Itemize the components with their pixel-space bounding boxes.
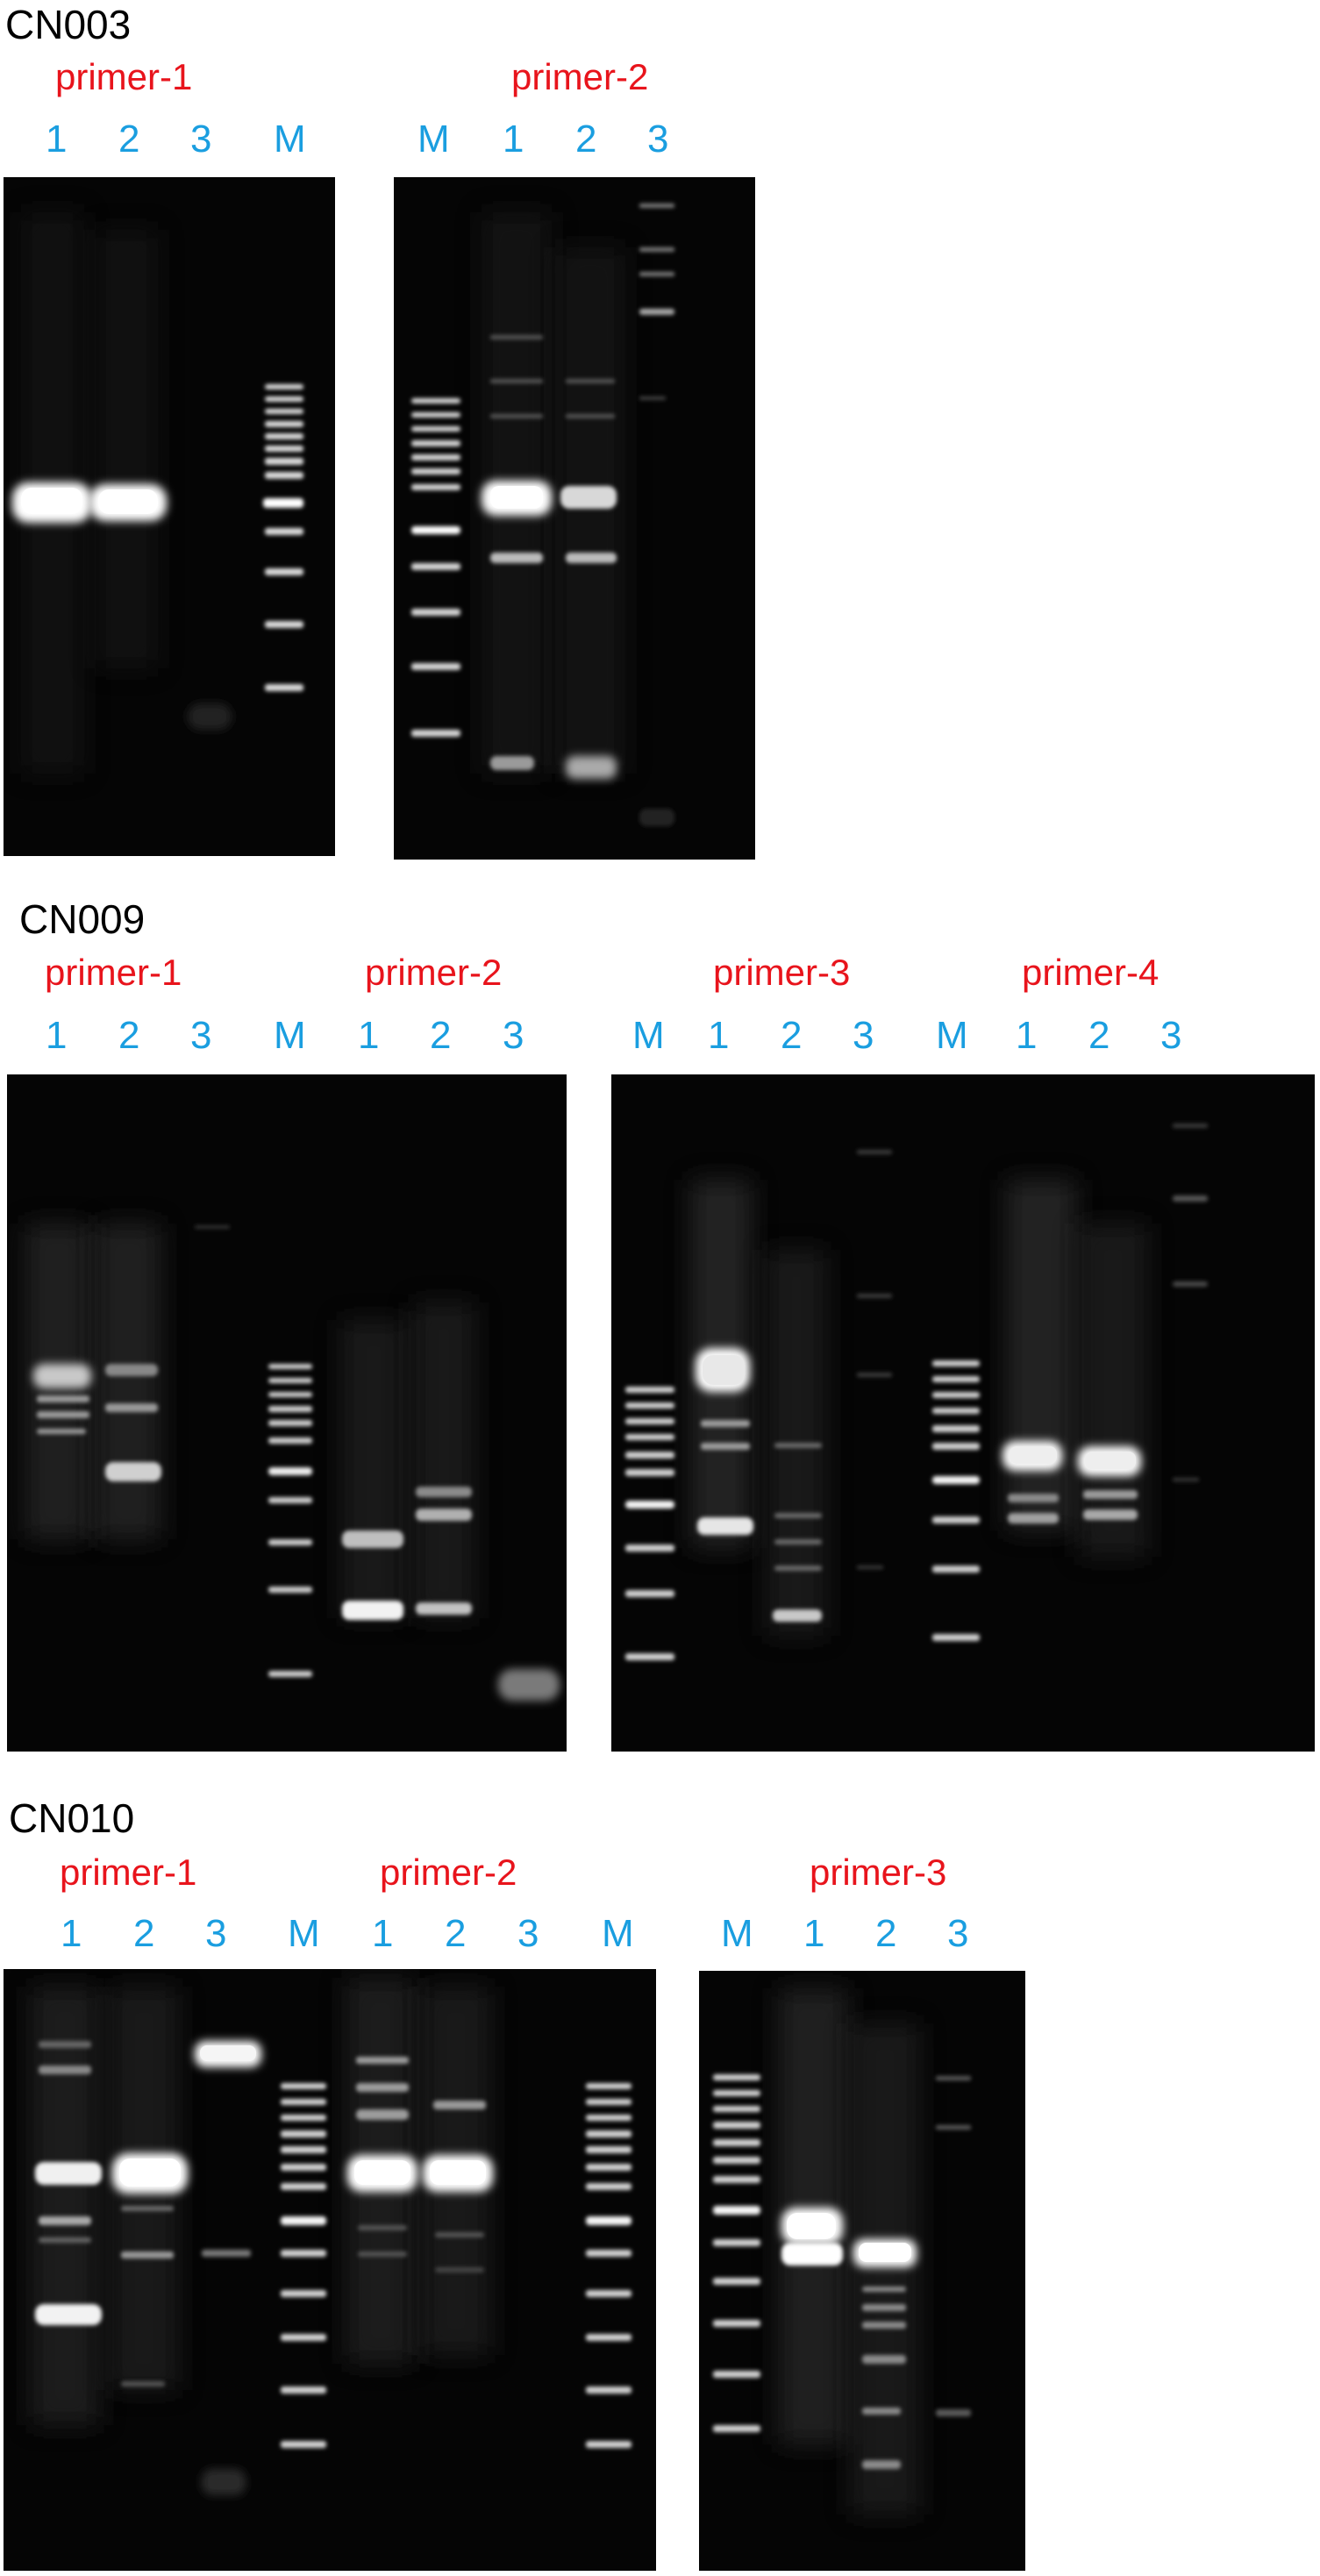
primer-label: primer-2 [380,1852,517,1893]
lane-label: 3 [947,1912,969,1955]
lane-label: 2 [575,118,597,161]
lane-label: M [417,118,450,161]
lane-label: M [288,1912,320,1955]
lane-label: 1 [46,118,68,161]
lane-label: 2 [875,1912,897,1955]
lane-label: 1 [46,1014,68,1057]
gel-image-cn003-primer-2 [394,177,755,860]
lane-label: 1 [503,118,524,161]
lane-label: 1 [1016,1014,1038,1057]
lane-label: 3 [503,1014,524,1057]
lane-label: 3 [205,1912,227,1955]
gel-image-cn010-primer-3 [699,1971,1025,2571]
lane-label: 3 [190,1014,212,1057]
lane-label: 2 [781,1014,803,1057]
lane-label: 1 [708,1014,730,1057]
lane-label: M [602,1912,634,1955]
gel-image-cn009-primer-3-4 [611,1074,1315,1752]
primer-label: primer-3 [713,952,851,993]
lane-label: 1 [358,1014,380,1057]
section-title-cn009: CN009 [19,896,146,942]
lane-label: 1 [61,1912,82,1955]
lane-label: 2 [133,1912,155,1955]
lane-label: M [274,1014,306,1057]
lane-label: 3 [647,118,669,161]
lane-label: M [721,1912,753,1955]
lane-label: 2 [118,1014,140,1057]
lane-label: 2 [430,1014,452,1057]
gel-image-cn009-primer-1-2 [7,1074,567,1752]
section-title-cn010: CN010 [9,1795,135,1841]
lane-label: M [632,1014,665,1057]
primer-label: primer-3 [810,1852,947,1893]
lane-label: 3 [517,1912,539,1955]
primer-label: primer-2 [365,952,503,993]
gel-image-cn003-primer-1 [4,177,335,856]
lane-label: 2 [445,1912,467,1955]
lane-label: 2 [1088,1014,1110,1057]
primer-label: primer-1 [55,56,193,97]
lane-label: M [936,1014,968,1057]
lane-label: 3 [190,118,212,161]
lane-label: 1 [372,1912,394,1955]
lane-label: 3 [1160,1014,1182,1057]
lane-label: 2 [118,118,140,161]
primer-label: primer-1 [45,952,182,993]
gel-image-cn010-primer-1-2 [4,1969,656,2571]
lane-label: M [274,118,306,161]
lane-label: 1 [803,1912,825,1955]
primer-label: primer-1 [60,1852,197,1893]
primer-label: primer-4 [1022,952,1159,993]
section-title-cn003: CN003 [5,2,132,47]
lane-label: 3 [853,1014,874,1057]
primer-label: primer-2 [511,56,649,97]
